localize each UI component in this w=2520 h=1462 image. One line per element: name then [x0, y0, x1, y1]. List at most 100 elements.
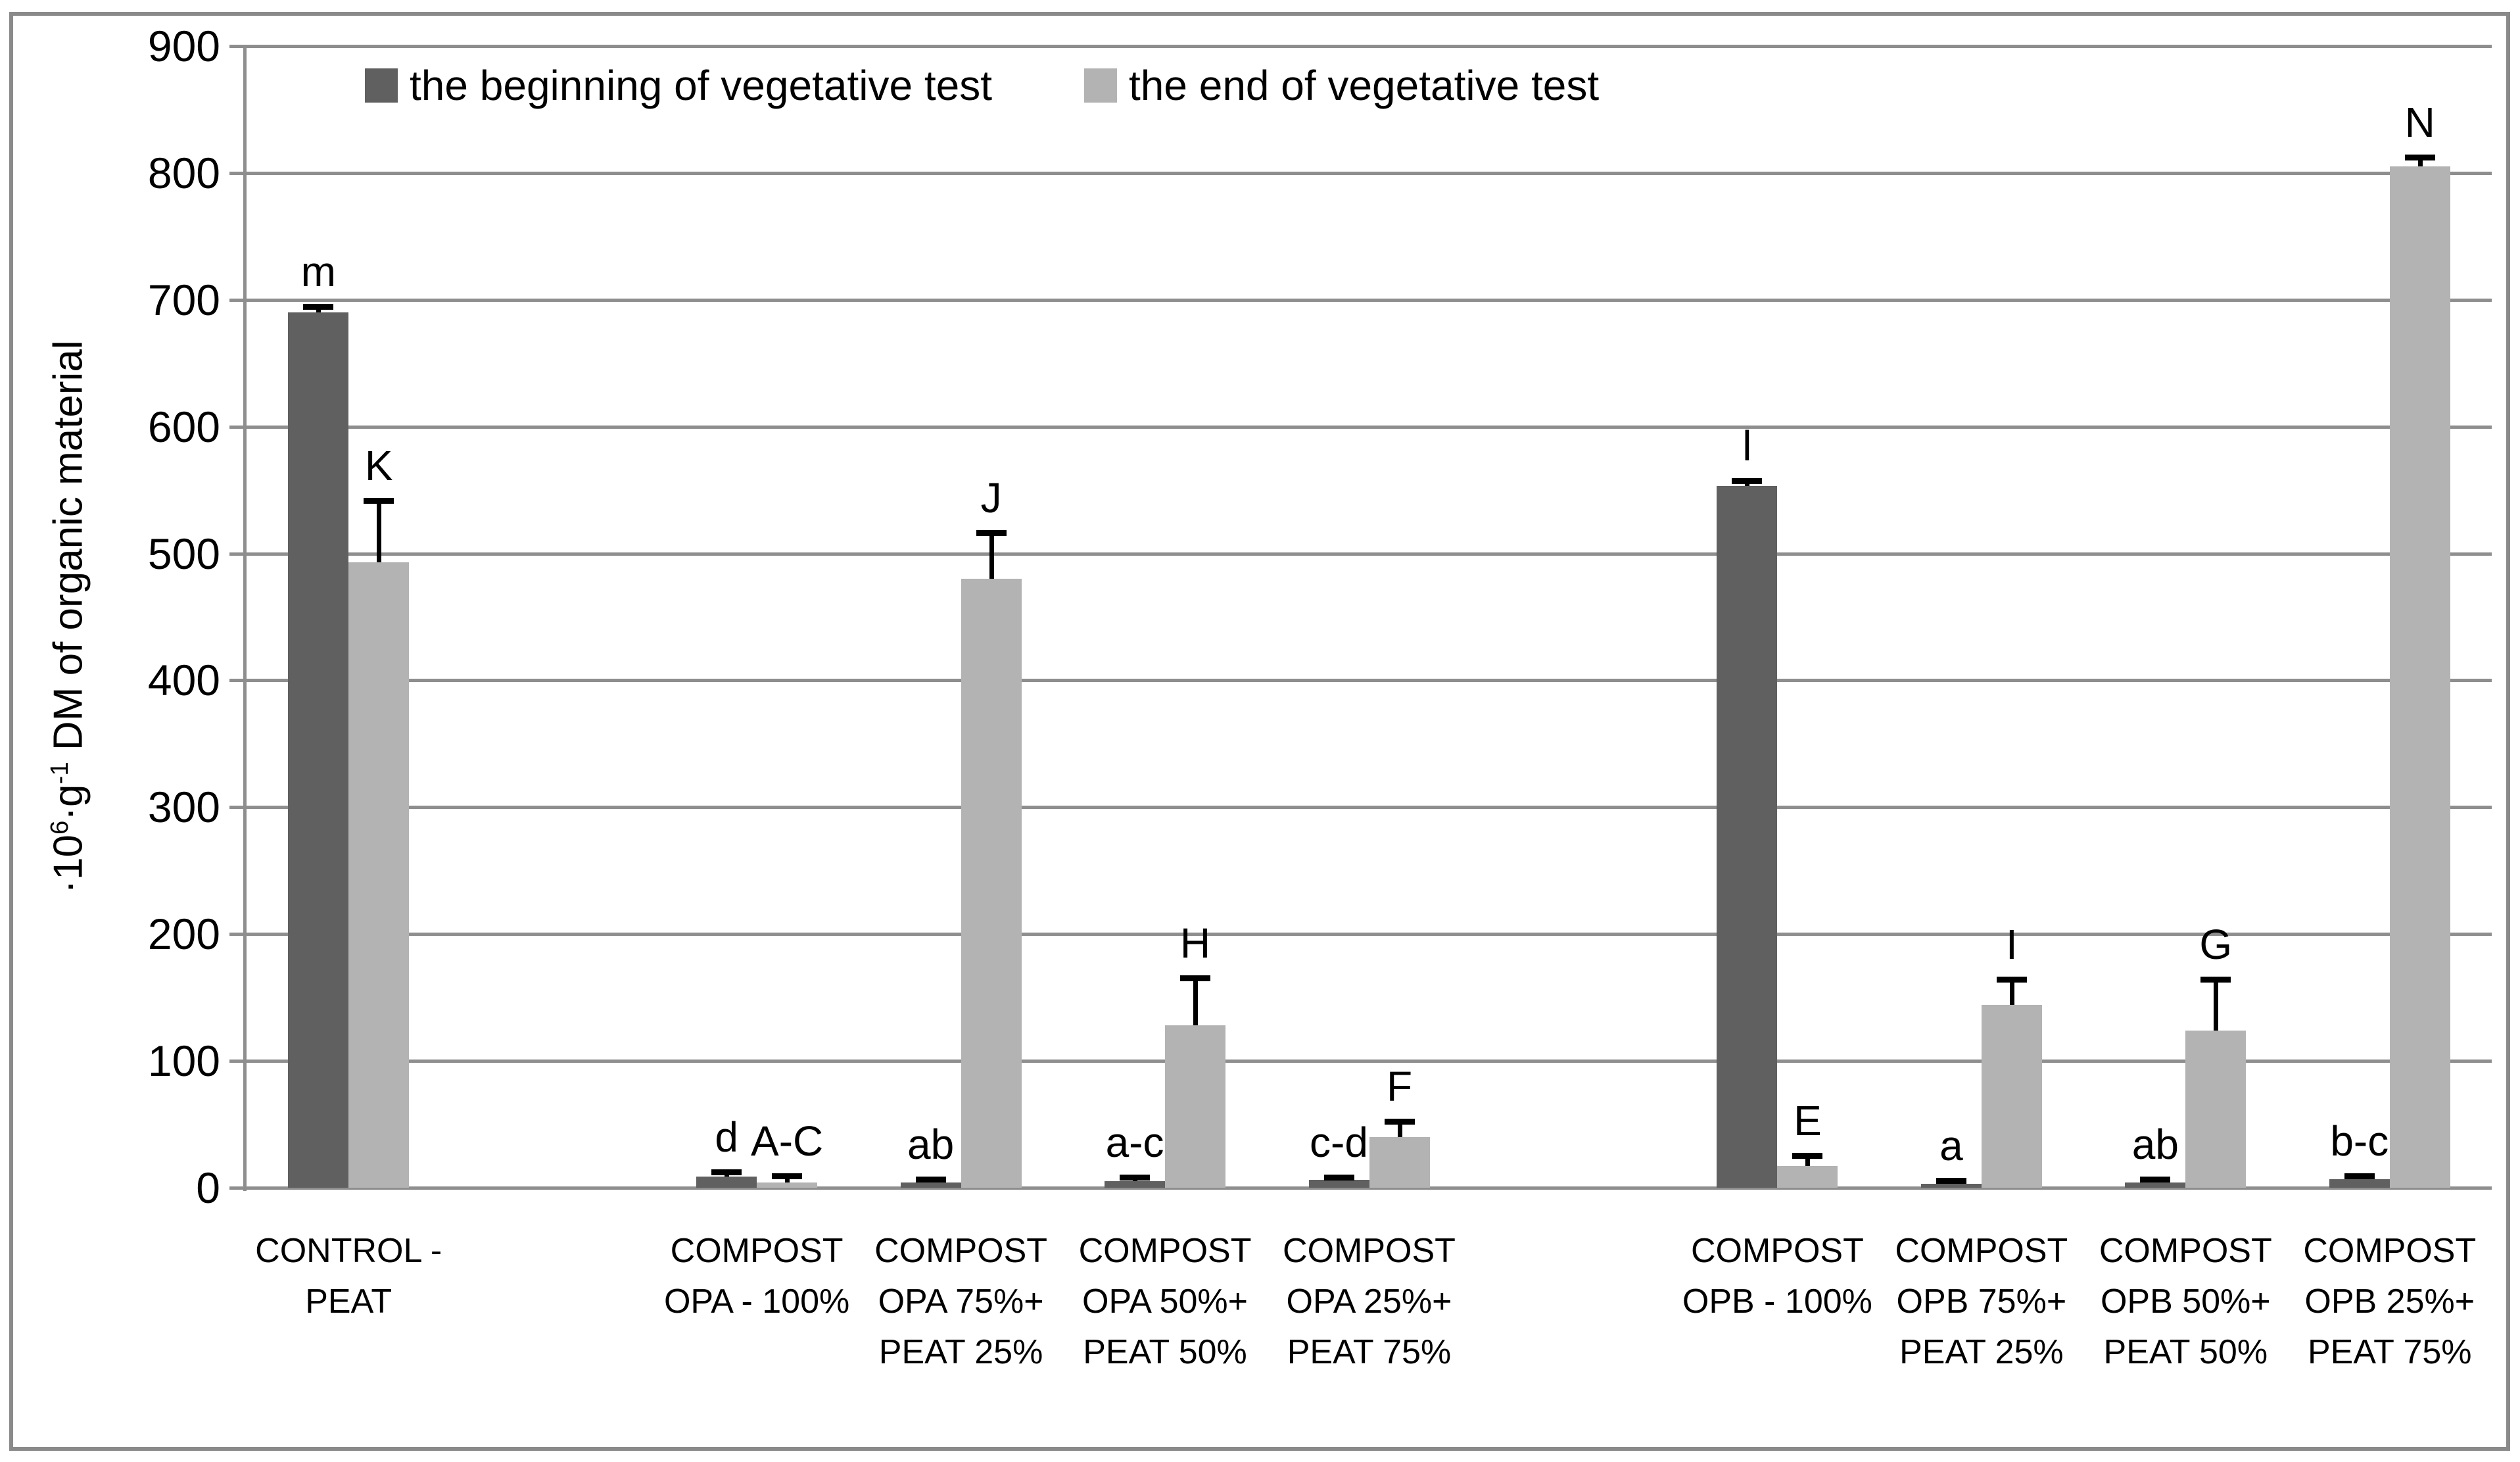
error-whisker: [2009, 979, 2014, 1006]
x-label-compost-opa-100-: COMPOST OPA - 100%: [648, 1226, 865, 1327]
bar-beginning-compost-opb-75-peat-25-: [1920, 1184, 1982, 1188]
bar-beginning-compost-opb-100-: [1717, 486, 1778, 1188]
x-label-line: PEAT 75%: [1287, 1333, 1452, 1371]
significance-letter-F: F: [1386, 1062, 1413, 1110]
y-tick-label-200: 200: [147, 910, 220, 959]
x-label-line: OPB - 100%: [1682, 1282, 1872, 1321]
error-whisker: [377, 501, 382, 563]
x-label-line: COMPOST: [670, 1232, 844, 1270]
x-label-line: OPB 75%+: [1896, 1282, 2067, 1321]
x-label-line: PEAT 25%: [1899, 1333, 2064, 1371]
x-label-line: COMPOST: [1283, 1232, 1456, 1270]
significance-letter-ab: ab: [907, 1121, 955, 1169]
x-label-line: OPA 25%+: [1286, 1282, 1452, 1321]
gridline-y-700: [247, 298, 2492, 302]
bar-beginning-compost-opa-25-peat-75-: [1308, 1180, 1369, 1188]
bar-end-compost-opb-25-peat-75-: [2389, 166, 2450, 1188]
bar-beginning-compost-opb-25-peat-75-: [2329, 1179, 2390, 1188]
y-tick-mark: [229, 933, 247, 937]
y-axis-title-part: -1: [45, 762, 74, 785]
y-tick-mark: [229, 298, 247, 302]
error-cap: [364, 498, 394, 504]
gridline-y-200: [247, 933, 2492, 937]
error-cap: [1120, 1174, 1151, 1181]
y-axis-title-part: 6: [45, 820, 74, 835]
error-cap: [915, 1177, 946, 1183]
error-cap: [2200, 976, 2231, 983]
x-label-line: OPA 75%+: [878, 1282, 1044, 1321]
x-label-line: OPA 50%+: [1082, 1282, 1248, 1321]
bar-end-compost-opb-75-peat-25-: [1981, 1005, 2042, 1188]
bar-end-compost-opb-50-peat-50-: [2185, 1030, 2247, 1188]
error-cap: [2140, 1177, 2171, 1183]
y-tick-mark: [229, 1186, 247, 1190]
y-tick-mark: [229, 552, 247, 556]
significance-letter-K: K: [364, 442, 393, 490]
bar-beginning-compost-opa-75-peat-25-: [900, 1182, 961, 1188]
gridline-y-300: [247, 806, 2492, 810]
error-cap: [1996, 976, 2027, 983]
bar-end-compost-opa-100-: [757, 1182, 818, 1188]
error-whisker: [1805, 1156, 1811, 1167]
significance-letter-J: J: [980, 474, 1002, 522]
x-label-compost-opb-50-peat-50-: COMPOST OPB 50%+ PEAT 50%: [2077, 1226, 2294, 1378]
error-cap: [1384, 1118, 1415, 1125]
error-cap: [2344, 1173, 2375, 1179]
error-whisker: [1193, 978, 1199, 1026]
y-tick-label-900: 900: [147, 22, 220, 70]
gridline-y-500: [247, 552, 2492, 556]
x-label-line: PEAT 50%: [2103, 1333, 2268, 1371]
error-cap: [1732, 477, 1763, 484]
gridline-y-100: [247, 1060, 2492, 1063]
bar-beginning-compost-opb-50-peat-50-: [2125, 1182, 2186, 1188]
error-cap: [772, 1173, 803, 1179]
x-label-line: COMPOST: [874, 1232, 1048, 1270]
x-label-line: OPB 50%+: [2100, 1282, 2271, 1321]
y-tick-label-600: 600: [147, 402, 220, 451]
error-cap: [711, 1169, 742, 1175]
error-cap: [1792, 1152, 1823, 1159]
error-cap: [1180, 975, 1211, 981]
y-tick-label-400: 400: [147, 656, 220, 705]
x-label-line: OPB 25%+: [2304, 1282, 2475, 1321]
error-cap: [303, 304, 334, 310]
x-label-line: COMPOST: [1690, 1232, 1864, 1270]
bar-beginning-compost-opa-50-peat-50-: [1105, 1181, 1166, 1188]
y-tick-label-700: 700: [147, 275, 220, 324]
y-tick-label-800: 800: [147, 148, 220, 197]
legend-item: the beginning of vegetative test: [365, 64, 992, 107]
y-tick-mark: [229, 679, 247, 683]
bar-end-compost-opa-75-peat-25-: [961, 579, 1022, 1188]
gridline-y-400: [247, 679, 2492, 683]
x-label-line: COMPOST: [2303, 1232, 2477, 1270]
significance-letter-H: H: [1179, 919, 1211, 967]
significance-letter-E: E: [1794, 1096, 1822, 1144]
legend-swatch-icon: [1083, 68, 1117, 103]
x-label-compost-opb-75-peat-25-: COMPOST OPB 75%+ PEAT 25%: [1873, 1226, 2090, 1378]
bar-end-compost-opb-100-: [1777, 1166, 1838, 1188]
error-cap: [1936, 1178, 1966, 1184]
significance-letter-a: a: [1939, 1122, 1963, 1170]
x-label-compost-opa-75-peat-25-: COMPOST OPA 75%+ PEAT 25%: [853, 1226, 1070, 1378]
significance-letter-b-c: b-c: [2330, 1117, 2389, 1165]
y-tick-mark: [229, 171, 247, 175]
bar-end-compost-opa-25-peat-75-: [1369, 1136, 1430, 1188]
bar-end-compost-opa-50-peat-50-: [1165, 1025, 1226, 1188]
significance-letter-N: N: [2404, 98, 2435, 146]
legend-label: the end of vegetative test: [1128, 62, 1600, 109]
y-tick-label-500: 500: [147, 529, 220, 578]
x-label-compost-opa-25-peat-75-: COMPOST OPA 25%+ PEAT 75%: [1261, 1226, 1478, 1378]
gridline-y-600: [247, 425, 2492, 429]
significance-letter-m: m: [300, 248, 336, 296]
significance-letter-G: G: [2199, 920, 2233, 968]
x-label-line: PEAT 25%: [878, 1333, 1043, 1371]
bar-end-control-peat: [348, 562, 410, 1188]
x-label-line: PEAT: [305, 1282, 392, 1321]
x-label-compost-opb-25-peat-75-: COMPOST OPB 25%+ PEAT 75%: [2281, 1226, 2498, 1378]
significance-letter-c-d: c-d: [1310, 1118, 1368, 1166]
y-tick-mark: [229, 45, 247, 48]
y-tick-label-100: 100: [147, 1036, 220, 1086]
y-tick-label-300: 300: [147, 783, 220, 832]
y-axis-title-part: ·10: [45, 834, 91, 894]
